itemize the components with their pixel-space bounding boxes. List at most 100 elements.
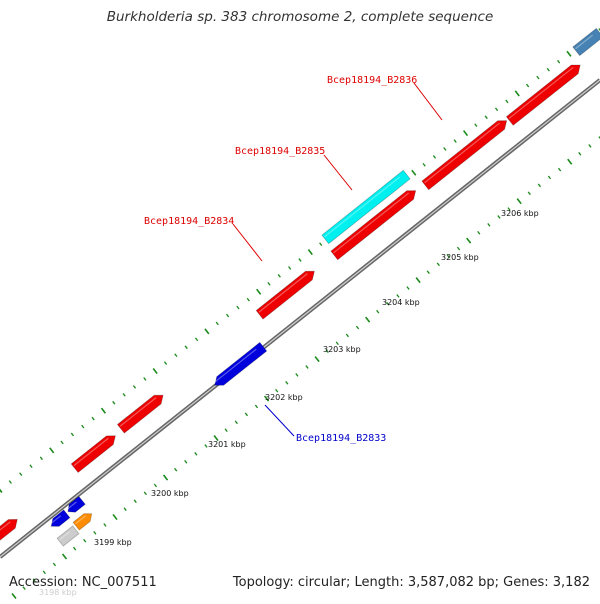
scale-tick — [133, 499, 137, 504]
scale-tick — [406, 286, 410, 290]
gene-reverse[interactable] — [67, 495, 86, 513]
sequence-backbone-highlight — [0, 79, 600, 558]
scale-tick — [453, 139, 457, 143]
scale-tick — [122, 393, 126, 397]
kbp-label-3205: 3205 kbp — [441, 253, 479, 262]
scale-tick — [29, 464, 33, 469]
gene-b2836-shine — [424, 122, 501, 184]
scale-tick — [224, 428, 228, 432]
scale-tick — [83, 538, 87, 543]
scale-tick — [39, 456, 43, 461]
scale-tick — [152, 368, 158, 375]
scale-tick — [598, 28, 600, 32]
scale-tick — [484, 115, 488, 120]
scale-tick — [432, 155, 437, 159]
scale-tick — [335, 341, 339, 346]
scale-tick — [184, 345, 188, 350]
gene-label-b2834[interactable]: Bcep18194_B2834 — [144, 216, 234, 227]
scale-tick — [567, 158, 573, 165]
gene-forward-shine — [508, 66, 574, 119]
scale-tick — [91, 416, 95, 421]
scale-tick — [204, 328, 210, 335]
gene-forward-shine — [73, 437, 109, 467]
scale-tick — [60, 440, 64, 445]
gene-forward[interactable] — [255, 270, 315, 320]
gene-gray[interactable] — [56, 525, 80, 547]
scale-tick — [557, 167, 562, 172]
gene-features — [0, 27, 600, 547]
gene-reverse-shine — [50, 515, 62, 525]
scale-tick — [194, 337, 199, 342]
scale-tick — [22, 586, 26, 590]
genome-summary-text: Topology: circular; Length: 3,587,082 bp… — [232, 575, 590, 590]
scale-tick — [153, 483, 158, 488]
scale-tick — [295, 373, 299, 377]
scale-tick — [204, 444, 208, 448]
scale-tick — [8, 480, 12, 484]
scale-tick — [244, 412, 248, 417]
scale-tick — [19, 472, 23, 476]
scale-tick — [11, 592, 17, 600]
leader-line-b2833 — [264, 404, 295, 437]
gene-orange-shine — [75, 515, 87, 525]
gene-label-b2835[interactable]: Bcep18194_B2835 — [235, 146, 325, 157]
scale-tick — [507, 207, 511, 211]
gene-steelblue-shine — [575, 34, 594, 50]
scale-tick — [376, 309, 380, 314]
gene-forward[interactable] — [116, 394, 164, 434]
kbp-label-3203: 3203 kbp — [323, 345, 361, 354]
gene-forward[interactable] — [0, 518, 18, 545]
scale-tick — [446, 254, 451, 259]
scale-tick — [396, 294, 400, 298]
scale-tick — [81, 424, 85, 429]
scale-tick — [254, 404, 259, 409]
gene-b2833[interactable] — [214, 341, 268, 386]
gene-forward[interactable] — [505, 64, 581, 126]
gene-label-b2833[interactable]: Bcep18194_B2833 — [296, 433, 386, 444]
gene-steelblue[interactable] — [572, 27, 600, 57]
scale-tick — [194, 452, 198, 456]
scale-tick — [487, 223, 491, 227]
scale-tick — [236, 305, 240, 310]
scale-tick — [174, 353, 178, 357]
gene-forward[interactable] — [70, 435, 116, 474]
scale-tick — [184, 459, 188, 464]
scale-tick — [70, 432, 75, 437]
scale-tick — [174, 467, 178, 472]
kbp-label-3201: 3201 kbp — [208, 440, 246, 449]
scale-tick — [277, 274, 281, 278]
gene-b2835[interactable] — [321, 169, 411, 245]
gene-reverse[interactable] — [50, 509, 71, 527]
scale-tick — [213, 435, 219, 442]
gene-orange[interactable] — [72, 513, 93, 531]
scale-tick — [132, 385, 137, 389]
outer-tick-track — [0, 28, 600, 494]
scale-tick — [73, 546, 77, 551]
scale-tick — [275, 388, 279, 393]
gene-b2833-shine — [213, 348, 257, 384]
scale-tick — [325, 349, 329, 354]
gene-b2836[interactable] — [421, 120, 508, 191]
gene-b2834[interactable] — [330, 190, 417, 261]
scale-tick — [52, 562, 57, 567]
scale-tick — [386, 302, 390, 306]
accession-text: Accession: NC_007511 — [9, 575, 157, 590]
scale-tick — [0, 488, 3, 494]
scale-tick — [497, 215, 501, 219]
gene-forward-shine — [119, 397, 157, 427]
scale-tick — [536, 75, 540, 80]
kbp-label-3204: 3204 kbp — [382, 298, 420, 307]
kbp-label-3198: 3198 kbp — [39, 588, 77, 597]
scale-tick — [225, 313, 230, 318]
scale-tick — [443, 147, 447, 151]
scale-tick — [466, 237, 472, 244]
scale-tick — [234, 420, 238, 425]
gene-label-b2836[interactable]: Bcep18194_B2836 — [327, 75, 417, 86]
scale-tick — [298, 258, 302, 262]
scale-tick — [267, 281, 271, 286]
scale-tick — [288, 266, 292, 270]
scale-tick — [263, 395, 270, 402]
kbp-label-3200: 3200 kbp — [151, 489, 189, 498]
